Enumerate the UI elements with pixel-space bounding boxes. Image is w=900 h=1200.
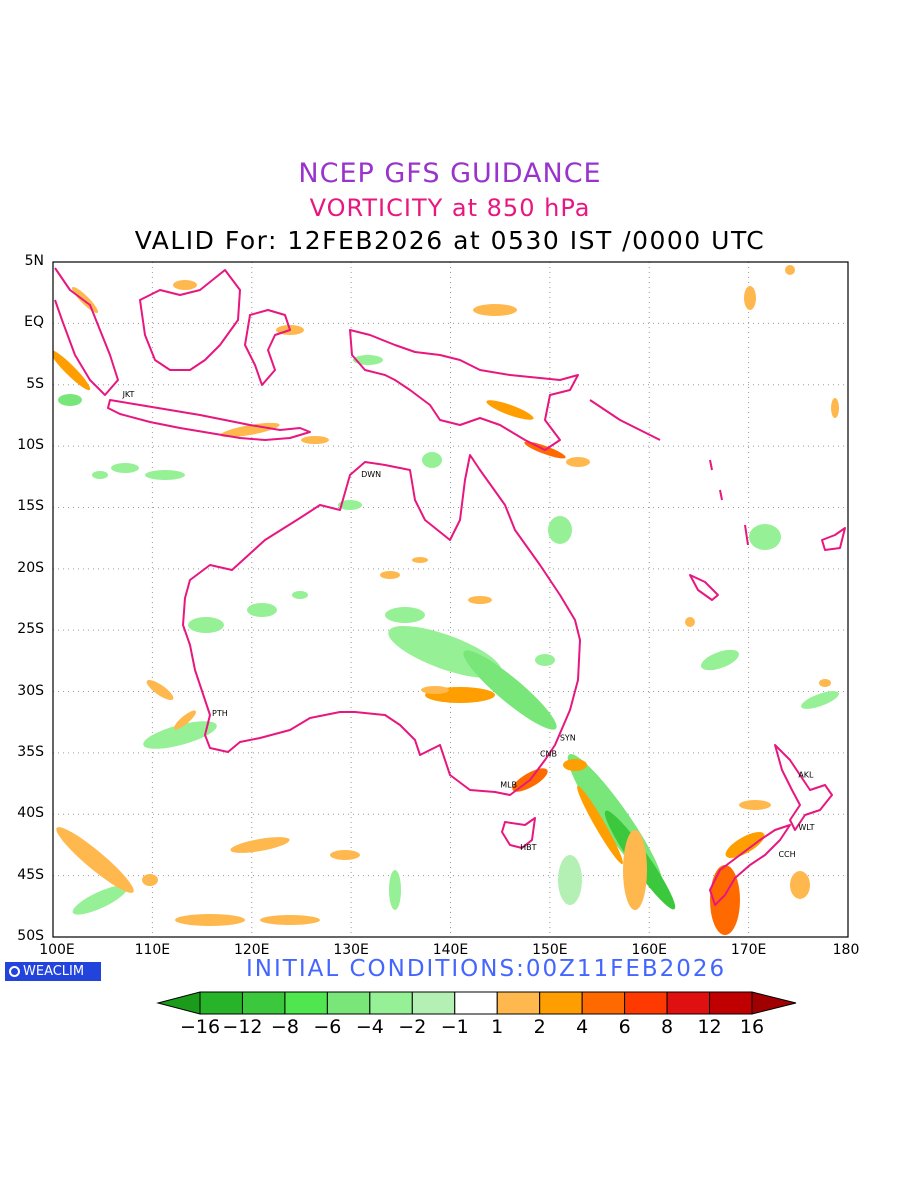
- plot-frame: [52, 261, 849, 938]
- lat-tick-label: 30S: [17, 682, 44, 699]
- title-model: NCEP GFS GUIDANCE: [298, 158, 602, 189]
- lat-tick-label: 5N: [24, 253, 44, 269]
- weaclim-logo: WEACLIM: [5, 962, 101, 981]
- colorbar-swatch: [241, 991, 286, 1015]
- city-label-syn: SYN: [560, 734, 576, 743]
- negative-vorticity-shading: [58, 355, 839, 915]
- city-label-cch: CCH: [778, 850, 795, 859]
- colorbar-label: 2: [533, 1016, 546, 1038]
- title-variable: VORTICITY at 850 hPa: [309, 194, 591, 222]
- city-label-jkt: JKT: [122, 390, 135, 399]
- colorbar-swatch: [666, 991, 711, 1015]
- colorbar-swatch: [496, 991, 541, 1015]
- colorbar-label: 4: [576, 1016, 589, 1038]
- colorbar-label: 12: [697, 1016, 722, 1038]
- colorbar-label: −12: [222, 1016, 263, 1038]
- city-label-wlt: WLT: [798, 823, 814, 832]
- colorbar-swatch: [369, 991, 413, 1015]
- lat-tick-label: 25S: [17, 621, 44, 638]
- colorbar-label: −1: [440, 1016, 469, 1038]
- colorbar-label: 16: [739, 1016, 765, 1038]
- coastlines: [54, 267, 846, 906]
- lon-tick-label: 110E: [134, 942, 171, 958]
- colorbar-low-arrow: [156, 991, 201, 1015]
- colorbar-swatch: [284, 991, 328, 1015]
- city-label-pth: PTH: [212, 709, 228, 718]
- title-valid-time: VALID For: 12FEB2026 at 0530 IST /0000 U…: [134, 226, 766, 255]
- lat-tick-label: EQ: [24, 314, 44, 331]
- colorbar-label: 8: [661, 1016, 674, 1038]
- colorbar-label: −2: [398, 1016, 427, 1038]
- city-label-cnb: CNB: [540, 750, 557, 759]
- colorbar-swatch: [581, 991, 626, 1015]
- lat-tick-label: 10S: [17, 437, 44, 454]
- lat-tick-label: 40S: [17, 805, 44, 822]
- colorbar-swatch: [709, 991, 753, 1015]
- colorbar-swatch: [411, 991, 456, 1015]
- city-label-akl: AKL: [798, 770, 814, 779]
- city-label-mlb: MLB: [500, 780, 517, 789]
- colorbar-swatch: [199, 991, 243, 1015]
- initial-conditions-label: INITIAL CONDITIONS:00Z11FEB2026: [246, 956, 727, 982]
- colorbar-label: 1: [491, 1016, 504, 1038]
- lat-tick-label: 20S: [17, 559, 44, 576]
- colorbar-high-arrow: [751, 991, 797, 1015]
- colorbar-label: −6: [313, 1016, 342, 1038]
- lat-tick-label: 5S: [26, 375, 44, 392]
- logo-ring-icon: [9, 966, 20, 977]
- lon-tick-label: 150E: [532, 942, 568, 958]
- colorbar-swatch: [539, 991, 583, 1015]
- lat-tick-label: 50S: [17, 928, 44, 944]
- lon-tick-label: 170E: [730, 942, 767, 958]
- colorbar-swatch: [454, 991, 498, 1015]
- lon-tick-label: 130E: [333, 942, 369, 958]
- lon-tick-label: 120E: [233, 942, 270, 958]
- colorbar-label: −8: [270, 1016, 299, 1038]
- colorbar-label: −4: [355, 1016, 384, 1038]
- city-label-hbt: HBT: [520, 843, 537, 852]
- lat-tick-label: 15S: [17, 498, 44, 515]
- logo-text: WEACLIM: [23, 964, 85, 979]
- colorbar-swatch: [624, 991, 668, 1015]
- lat-tick-label: 35S: [17, 743, 44, 760]
- lon-tick-label: 160E: [631, 942, 668, 958]
- lat-tick-label: 45S: [17, 866, 44, 883]
- lon-tick-label: 180: [832, 942, 860, 958]
- city-label-dwn: DWN: [361, 470, 381, 479]
- lon-tick-label: 100E: [39, 942, 75, 958]
- colorbar-label: −16: [179, 1016, 221, 1038]
- colorbar-swatch: [326, 991, 371, 1015]
- colorbar-label: 6: [618, 1016, 631, 1038]
- lon-tick-label: 140E: [432, 942, 469, 958]
